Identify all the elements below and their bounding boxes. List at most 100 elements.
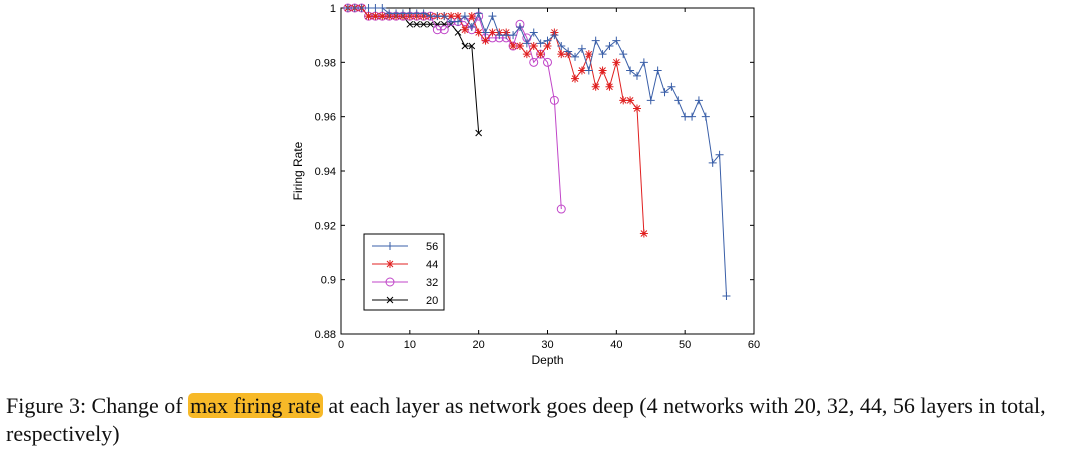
legend-label-44: 44	[426, 259, 438, 271]
data-point-44	[460, 25, 469, 34]
data-point-44	[488, 28, 497, 37]
data-point-56	[467, 23, 476, 32]
data-point-44	[529, 42, 538, 51]
data-point-56	[646, 96, 655, 105]
x-tick-label: 50	[679, 339, 691, 351]
x-tick-label: 10	[404, 339, 416, 351]
series-56	[343, 4, 731, 300]
data-point-32	[529, 57, 539, 67]
data-point-56	[357, 4, 366, 12]
x-tick-label: 20	[473, 339, 485, 351]
data-point-56	[708, 158, 717, 167]
legend-marker-20	[386, 296, 394, 304]
data-point-56	[688, 112, 697, 121]
data-point-56	[722, 291, 731, 300]
data-point-56	[536, 39, 545, 48]
data-point-44	[557, 50, 566, 59]
caption-suffix: at each layer as network goes deep (4 ne…	[6, 393, 1046, 446]
data-point-56	[350, 4, 359, 12]
x-tick-label: 0	[338, 339, 344, 351]
data-point-56	[405, 9, 414, 18]
data-point-56	[660, 88, 669, 97]
data-point-56	[481, 28, 490, 37]
data-point-56	[426, 12, 435, 21]
data-point-56	[694, 96, 703, 105]
legend-marker-32	[385, 277, 395, 287]
data-point-56	[515, 23, 524, 32]
data-point-44	[605, 82, 614, 91]
data-point-20	[461, 42, 469, 50]
data-point-20	[406, 20, 414, 28]
data-point-56	[667, 82, 676, 91]
y-tick-label: 1	[330, 3, 336, 15]
data-point-56	[543, 36, 552, 45]
x-tick-label: 40	[610, 339, 622, 351]
data-point-20	[427, 20, 434, 28]
y-tick-label: 0.9	[321, 275, 336, 287]
data-point-32	[439, 25, 449, 35]
caption-prefix: Figure 3: Change of	[6, 393, 189, 418]
y-tick-label: 0.92	[315, 220, 336, 232]
data-point-56	[343, 4, 352, 12]
data-point-44	[543, 42, 552, 51]
data-point-56	[674, 96, 683, 105]
y-tick-label: 0.96	[315, 112, 336, 124]
legend: 56 44 32 20	[363, 233, 445, 311]
legend-label-20: 20	[426, 295, 438, 307]
data-point-56	[598, 50, 607, 59]
data-point-44	[598, 66, 607, 75]
data-point-56	[571, 52, 580, 61]
data-point-32	[432, 25, 442, 35]
x-tick-label: 30	[541, 339, 553, 351]
legend-marker-56	[386, 242, 394, 250]
data-point-56	[632, 71, 641, 80]
data-point-44	[474, 28, 483, 37]
data-point-56	[509, 31, 518, 40]
data-point-56	[564, 47, 573, 56]
data-point-56	[488, 12, 497, 21]
data-point-56	[612, 36, 621, 45]
firing-rate-chart: 0 10 20 30 40 50 60 0.88 0.9 0.92 0.94 0.96 0.98 1 Dep…	[291, 3, 760, 367]
data-point-56	[474, 9, 483, 18]
data-point-56	[626, 66, 635, 75]
data-point-32	[549, 95, 559, 105]
data-point-56	[392, 9, 401, 18]
data-point-56	[557, 42, 566, 51]
legend-label-32: 32	[426, 277, 438, 289]
data-point-56	[619, 50, 628, 59]
data-point-56	[591, 36, 600, 45]
figure-caption: Figure 3: Change of max firing rate at e…	[6, 392, 1076, 448]
data-point-56	[577, 44, 586, 53]
y-tick-label: 0.98	[315, 57, 336, 69]
data-point-44	[612, 58, 621, 67]
data-point-20	[413, 20, 421, 28]
data-point-44	[536, 50, 545, 59]
legend-box	[363, 233, 445, 311]
data-point-56	[385, 9, 394, 18]
data-point-44	[571, 74, 580, 83]
data-point-56	[639, 58, 648, 67]
data-point-56	[454, 17, 463, 26]
data-point-44	[522, 50, 531, 59]
y-tick-label: 0.94	[315, 166, 336, 178]
data-point-44	[632, 104, 641, 113]
data-point-44	[454, 12, 463, 21]
data-point-44	[515, 42, 524, 51]
data-point-44	[364, 12, 373, 21]
data-point-56	[529, 28, 538, 37]
data-point-56	[605, 42, 614, 51]
data-point-56	[412, 9, 421, 18]
x-tick-label: 60	[748, 339, 760, 351]
data-point-44	[626, 96, 635, 105]
data-point-56	[701, 112, 710, 121]
data-point-44	[639, 229, 648, 238]
data-point-56	[502, 31, 511, 40]
data-point-56	[364, 4, 373, 12]
y-axis-label: Firing Rate	[291, 141, 305, 200]
data-point-44	[591, 82, 600, 91]
data-point-56	[440, 12, 449, 21]
data-point-56	[584, 66, 593, 75]
data-point-56	[378, 4, 387, 12]
legend-marker-44	[386, 260, 394, 268]
data-point-44	[577, 66, 586, 75]
